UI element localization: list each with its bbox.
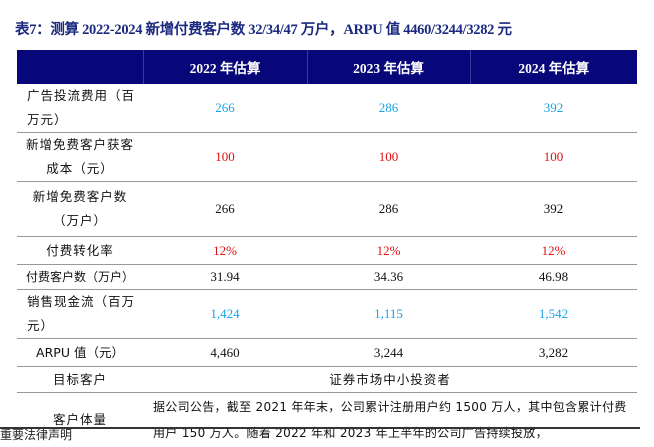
cell: 12% [470,236,637,265]
table-row: 付费客户数（万户） 31.94 34.36 46.98 [17,264,637,290]
row-label: 目标客户 [17,366,143,393]
cell: 392 [470,181,637,237]
header-cell: 2024 年估算 [469,50,637,84]
row-label: 客户体量 [52,411,107,427]
table-header: 2022 年估算 2023 年估算 2024 年估算 [17,50,637,84]
cell: 1,115 [307,289,470,339]
estimate-table: 2022 年估算 2023 年估算 2024 年估算 广告投流费用（百万元） 2… [17,50,637,447]
footer-text: 重要法律声明 [0,428,73,442]
table-title: 表7：测算 2022-2024 新增付费客户数 32/34/47 万户，ARPU… [15,22,512,38]
cell: 31.94 [143,264,307,290]
cell: 1,424 [143,289,307,339]
row-label: 销售现金流（百万元） [17,289,143,339]
row-label: ARPU 值（元） [17,338,143,367]
header-cell: 2022 年估算 [142,50,307,84]
cell: 100 [307,132,470,182]
cell: 12% [143,236,307,265]
cell: 34.36 [307,264,470,290]
table-row: 广告投流费用（百万元） 266 286 392 [17,84,637,133]
table-row: 付费转化率 12% 12% 12% [17,236,637,265]
table-row: 新增免费客户数（万户） 266 286 392 [17,181,637,237]
cell: 286 [307,181,470,237]
row-label: 付费客户数（万户） [17,264,143,290]
table-row-volume: 客户体量 据公司公告，截至 2021 年年末，公司累计注册用户约 1500 万人… [17,393,637,447]
cell: 4,460 [143,338,307,367]
cell: 1,542 [470,289,637,339]
header-cell [17,50,143,84]
cell: 12% [307,236,470,265]
cell: 392 [470,84,637,133]
table-row: ARPU 值（元） 4,460 3,244 3,282 [17,338,637,367]
row-label: 新增免费客户获客成本（元） [17,132,143,182]
row-label: 付费转化率 [17,236,143,265]
cell: 100 [470,132,637,182]
cell: 286 [307,84,470,133]
target-value: 证券市场中小投资者 [143,366,637,393]
table-row: 销售现金流（百万元） 1,424 1,115 1,542 [17,289,637,339]
row-label: 广告投流费用（百万元） [17,84,143,133]
table-row-target: 目标客户 证券市场中小投资者 [17,366,637,393]
volume-text: 据公司公告，截至 2021 年年末，公司累计注册用户约 1500 万人，其中包含… [153,399,627,440]
cell: 266 [143,84,307,133]
cell: 266 [143,181,307,237]
cell: 46.98 [470,264,637,290]
table-row: 新增免费客户获客成本（元） 100 100 100 [17,132,637,182]
cell: 100 [143,132,307,182]
footer-divider [0,427,640,429]
cell: 3,244 [307,338,470,367]
row-label: 新增免费客户数（万户） [17,181,143,237]
header-cell: 2023 年估算 [306,50,470,84]
cell: 3,282 [470,338,637,367]
